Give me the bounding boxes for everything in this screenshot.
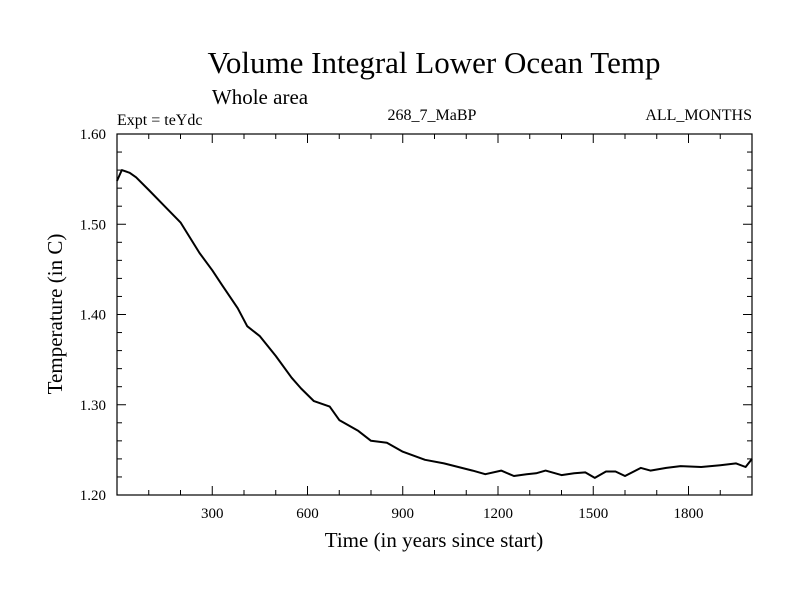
y-tick-label: 1.60 — [80, 127, 106, 143]
period-label: 268_7_MaBP — [388, 107, 477, 124]
x-tick-label: 900 — [392, 506, 415, 522]
x-tick-label: 300 — [201, 506, 224, 522]
x-tick-label: 600 — [296, 506, 319, 522]
x-tick-label: 1200 — [483, 506, 513, 522]
plot-frame — [116, 133, 753, 496]
y-tick-label: 1.30 — [80, 398, 106, 414]
chart-title: Volume Integral Lower Ocean Temp — [208, 45, 661, 80]
y-tick-label: 1.50 — [80, 217, 106, 233]
chart-subtitle: Whole area — [212, 85, 309, 109]
axis-ticks — [117, 134, 752, 495]
experiment-label: Expt = teYdc — [117, 112, 202, 129]
y-tick-label: 1.40 — [80, 308, 106, 324]
y-axis-label: Temperature (in C) — [43, 234, 67, 395]
x-tick-label: 1800 — [674, 506, 704, 522]
y-tick-labels: 1.20 1.30 1.40 1.50 1.60 — [80, 127, 106, 504]
series-line-teYdc — [116, 169, 753, 479]
y-tick-label: 1.20 — [80, 488, 106, 504]
x-tick-labels: 300 600 900 1200 1500 1800 — [201, 506, 704, 522]
months-label: ALL_MONTHS — [645, 107, 752, 124]
x-axis-label: Time (in years since start) — [325, 528, 544, 552]
x-tick-label: 1500 — [578, 506, 608, 522]
